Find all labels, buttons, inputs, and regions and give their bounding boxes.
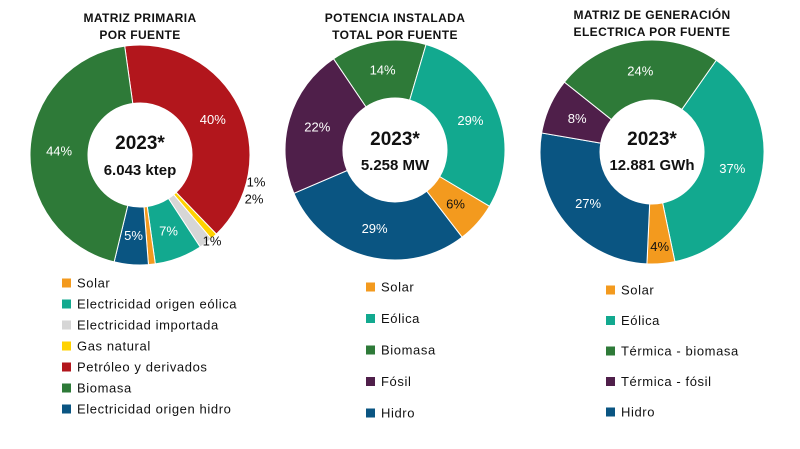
chart-title-line: TOTAL POR FUENTE <box>332 28 458 42</box>
center-year: 2023* <box>627 129 677 150</box>
legend-swatch <box>62 362 71 372</box>
slice-label: 22% <box>304 120 330 135</box>
slice-label: 14% <box>370 62 396 77</box>
slice-label: 1% <box>247 175 266 190</box>
legend-label: Electricidad importada <box>77 318 219 333</box>
center-total: 5.258 MW <box>361 157 430 174</box>
donut-chart-2: POTENCIA INSTALADA TOTAL POR FUENTE 14% 29%… <box>284 11 506 421</box>
slice-label: 7% <box>159 223 178 238</box>
donut-slice <box>29 45 134 263</box>
donut-chart-3: MATRIZ DE GENERACIÓN ELECTRICA POR FUENTE… <box>539 7 765 420</box>
legend-label: Petróleo y derivados <box>77 360 208 375</box>
legend-label: Solar <box>77 276 110 291</box>
legend-swatch <box>366 377 375 386</box>
chart-title-line: MATRIZ DE GENERACIÓN <box>573 7 730 22</box>
donut-slice <box>284 58 367 194</box>
legend-label: Electricidad origen eólica <box>77 297 237 312</box>
donut-slice <box>293 169 463 261</box>
legend-swatch <box>606 377 615 386</box>
slice-label: 4% <box>650 239 669 254</box>
slice-label: 24% <box>627 63 653 78</box>
legend-label: Biomasa <box>77 381 132 396</box>
legend-label: Electricidad origen hidro <box>77 402 231 417</box>
legend-swatch <box>62 299 71 309</box>
legend-swatch <box>366 345 375 355</box>
legend-3: Solar Eólica Térmica - biomasa Térmica - fó… <box>606 283 739 420</box>
legend-label: Eólica <box>621 313 660 328</box>
legend-1: Solar Electricidad origen eólica Electrici… <box>62 276 237 417</box>
legend-swatch <box>606 407 615 417</box>
legend-swatch <box>62 404 71 414</box>
legend-label: Fósil <box>381 374 411 389</box>
legend-label: Hidro <box>381 406 415 421</box>
slice-label: 29% <box>457 113 483 128</box>
slice-label: 40% <box>200 112 226 127</box>
center-year: 2023* <box>370 129 420 150</box>
legend-swatch <box>62 383 71 393</box>
legend-swatch <box>606 346 615 356</box>
slice-label: 2% <box>245 192 264 207</box>
legend-label: Solar <box>621 283 654 298</box>
legend-swatch <box>606 285 615 295</box>
donut-slice <box>124 44 251 235</box>
legend-swatch <box>366 408 375 418</box>
legend-label: Eólica <box>381 311 420 326</box>
donut-slice <box>409 43 506 208</box>
legend-swatch <box>366 282 375 292</box>
legend-swatch <box>62 341 71 351</box>
legend-swatch <box>62 278 71 288</box>
donut-slice <box>539 132 651 265</box>
legend-label: Gas natural <box>77 339 151 354</box>
legend-swatch <box>366 314 375 323</box>
slice-label: 5% <box>124 228 143 243</box>
donut-chart-1: MATRIZ PRIMARIA POR FUENTE 40% 1% 2% 7% 1% 5% 44… <box>29 11 266 417</box>
legend-swatch <box>62 320 71 330</box>
chart-title-line: POR FUENTE <box>99 28 180 42</box>
slice-label: 1% <box>203 234 222 249</box>
legend-label: Solar <box>381 280 414 295</box>
donut-slice <box>662 59 765 263</box>
center-total: 6.043 ktep <box>104 162 177 179</box>
center-total: 12.881 GWh <box>609 157 694 174</box>
chart-title-line: ELECTRICA POR FUENTE <box>574 25 731 39</box>
slice-label: 44% <box>46 144 72 159</box>
legend-label: Térmica - biomasa <box>621 344 739 359</box>
slice-label: 27% <box>575 196 601 211</box>
chart-title-line: POTENCIA INSTALADA <box>325 11 466 25</box>
slice-label: 37% <box>719 161 745 176</box>
slice-label: 6% <box>446 196 465 211</box>
legend-label: Hidro <box>621 405 655 420</box>
slice-label: 29% <box>362 221 388 236</box>
slice-label: 8% <box>568 111 587 126</box>
legend-label: Térmica - fósil <box>621 374 712 389</box>
legend-swatch <box>606 316 615 325</box>
center-year: 2023* <box>115 133 165 154</box>
donut-slice <box>563 39 717 121</box>
legend-label: Biomasa <box>381 343 436 358</box>
legend-2: Solar Eólica Biomasa Fósil Hidro <box>366 280 436 421</box>
chart-title-line: MATRIZ PRIMARIA <box>83 11 196 25</box>
